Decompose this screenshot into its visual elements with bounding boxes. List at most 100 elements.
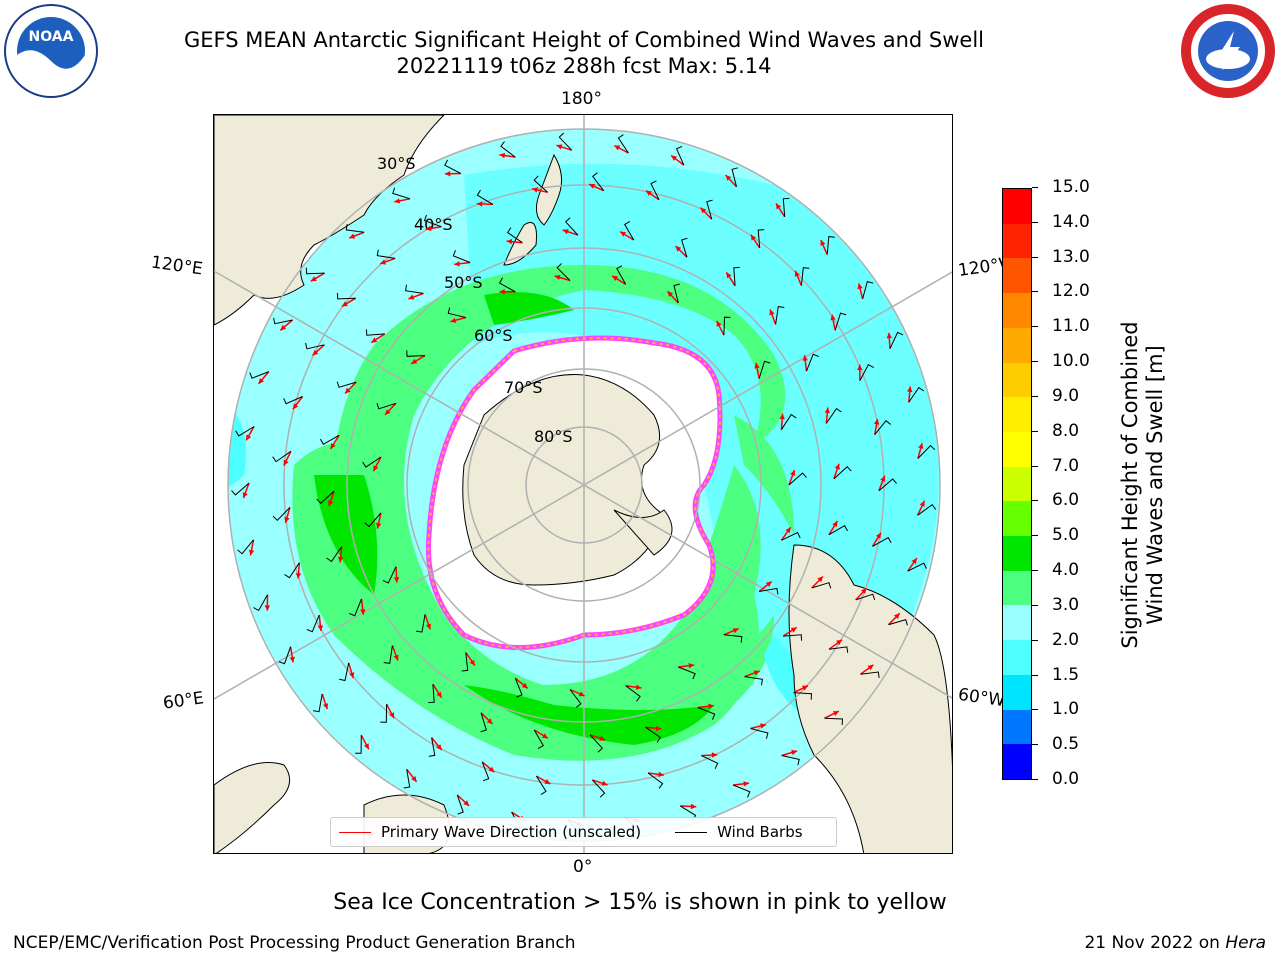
- wave-direction-arrowhead: [919, 500, 925, 507]
- wave-direction-arrowhead: [832, 521, 838, 527]
- colorbar-tick-label: 0.5: [1052, 734, 1080, 755]
- wave-direction-arrowhead: [499, 289, 505, 295]
- wave-direction-arrowhead: [743, 781, 749, 787]
- wind-barb: [364, 512, 382, 528]
- wave-direction-arrowhead: [360, 609, 366, 615]
- colorbar: [1002, 188, 1032, 780]
- wave-direction-arrowhead: [857, 283, 863, 290]
- wind-barb: [480, 712, 487, 733]
- wave-direction-arrowhead: [532, 187, 538, 193]
- wave-direction-arrowhead: [444, 171, 451, 177]
- wave-direction-arrowhead: [317, 625, 324, 631]
- wave-direction-arrowhead: [436, 691, 442, 698]
- wave-direction-arrowhead: [779, 413, 785, 420]
- wind-barb: [750, 728, 769, 739]
- wave-direction-arrowhead: [857, 364, 863, 370]
- footer-host: Hera: [1225, 933, 1266, 953]
- wave-direction-arrowhead: [716, 320, 722, 327]
- wind-barb: [826, 236, 835, 255]
- wave-direction-arrowhead: [635, 684, 642, 690]
- wind-barb: [723, 316, 731, 336]
- wave-direction-arrowhead: [834, 463, 840, 470]
- wind-barb: [376, 249, 396, 259]
- colorbar-segment: [1003, 189, 1031, 224]
- wind-barb: [452, 250, 471, 263]
- colorbar-tick-label: 4.0: [1052, 560, 1080, 581]
- wind-barb: [829, 646, 849, 653]
- wind-barb: [811, 582, 832, 589]
- wind-barb: [316, 490, 335, 505]
- wind-barb: [564, 217, 579, 236]
- wave-direction-arrowhead: [283, 459, 289, 466]
- colorbar-tick: [1032, 221, 1038, 223]
- colorbar-tick-label: 3.0: [1052, 594, 1080, 615]
- wind-barb: [447, 307, 466, 318]
- wave-direction-arrows: [242, 144, 926, 827]
- wind-barb: [319, 434, 340, 445]
- wind-barb: [380, 704, 388, 723]
- lat-label-60s: 60°S: [474, 326, 513, 345]
- colorbar-segment: [1003, 640, 1031, 675]
- wave-direction-arrowhead: [486, 718, 493, 724]
- wave-direction-arrowhead: [425, 225, 432, 232]
- wind-barb: [365, 329, 385, 336]
- colorbar-tick: [1032, 779, 1038, 780]
- colorbar-label-line2: Wind Waves and Swell [m]: [1143, 345, 1167, 625]
- colorbar-tick-label: 12.0: [1052, 281, 1090, 302]
- colorbar-tick: [1032, 256, 1038, 258]
- wave-direction-arrowhead: [349, 233, 356, 239]
- colorbar-tick: [1032, 604, 1038, 606]
- wind-barb: [569, 689, 582, 708]
- wind-barb-legend-label: Wind Barbs: [717, 823, 803, 841]
- wave-direction-arrowhead: [330, 443, 336, 449]
- wave-direction-arrowhead: [521, 682, 528, 689]
- noaa-logo: NOAA: [4, 4, 98, 98]
- wind-barb: [732, 784, 751, 798]
- wind-barb: [405, 284, 424, 294]
- colorbar-segment: [1003, 327, 1031, 363]
- wave-direction-arrowhead: [284, 516, 290, 523]
- wind-barb: [783, 634, 803, 641]
- wave-direction-arrowhead: [323, 703, 329, 710]
- colorbar-tick-label: 1.0: [1052, 699, 1080, 720]
- colorbar-segment: [1003, 709, 1031, 745]
- wave-direction-arrowhead: [655, 725, 662, 732]
- lon-label-0: 0°: [573, 857, 593, 877]
- wind-barb: [558, 132, 573, 151]
- wind-barb: [403, 769, 411, 789]
- wave-direction-arrowhead: [349, 672, 355, 679]
- wave-direction-arrowhead: [542, 733, 548, 739]
- colorbar-tick: [1032, 395, 1038, 397]
- wave-direction-arrowhead: [645, 190, 652, 196]
- wave-direction-arrowhead: [380, 259, 386, 265]
- wave-direction-arrowhead: [732, 628, 739, 634]
- wind-barb: [780, 413, 797, 430]
- wind-barb: [514, 678, 523, 698]
- sea-ice-note: Sea Ice Concentration > 15% is shown in …: [333, 890, 947, 915]
- wind-barb: [345, 223, 365, 233]
- colorbar-tick-label: 5.0: [1052, 525, 1080, 546]
- wave-direction-legend-line: [339, 831, 371, 833]
- wind-barb: [723, 634, 743, 643]
- colorbar-tick-label: 8.0: [1052, 420, 1080, 441]
- wind-barb: [305, 342, 325, 350]
- wave-direction-arrowhead: [389, 712, 395, 719]
- wave-direction-arrowhead: [337, 556, 344, 563]
- wind-barb: [781, 531, 801, 541]
- wave-direction-legend-label: Primary Wave Direction (unscaled): [381, 823, 642, 841]
- wind-barb: [824, 717, 844, 726]
- wind-barb: [533, 175, 548, 193]
- colorbar-tick: [1032, 361, 1038, 363]
- wind-barb: [362, 456, 382, 468]
- wind-barb: [907, 562, 927, 572]
- wave-direction-arrowhead: [411, 776, 417, 782]
- wind-barb: [758, 360, 771, 379]
- wind-barb: [788, 472, 807, 486]
- wind-barb: [423, 214, 442, 228]
- wind-barb: [235, 426, 255, 437]
- wind-barb: [428, 684, 435, 704]
- wave-direction-arrowhead: [376, 522, 382, 529]
- wind-barb: [416, 614, 426, 633]
- wind-barb: [878, 478, 897, 492]
- colorbar-tick: [1032, 430, 1038, 432]
